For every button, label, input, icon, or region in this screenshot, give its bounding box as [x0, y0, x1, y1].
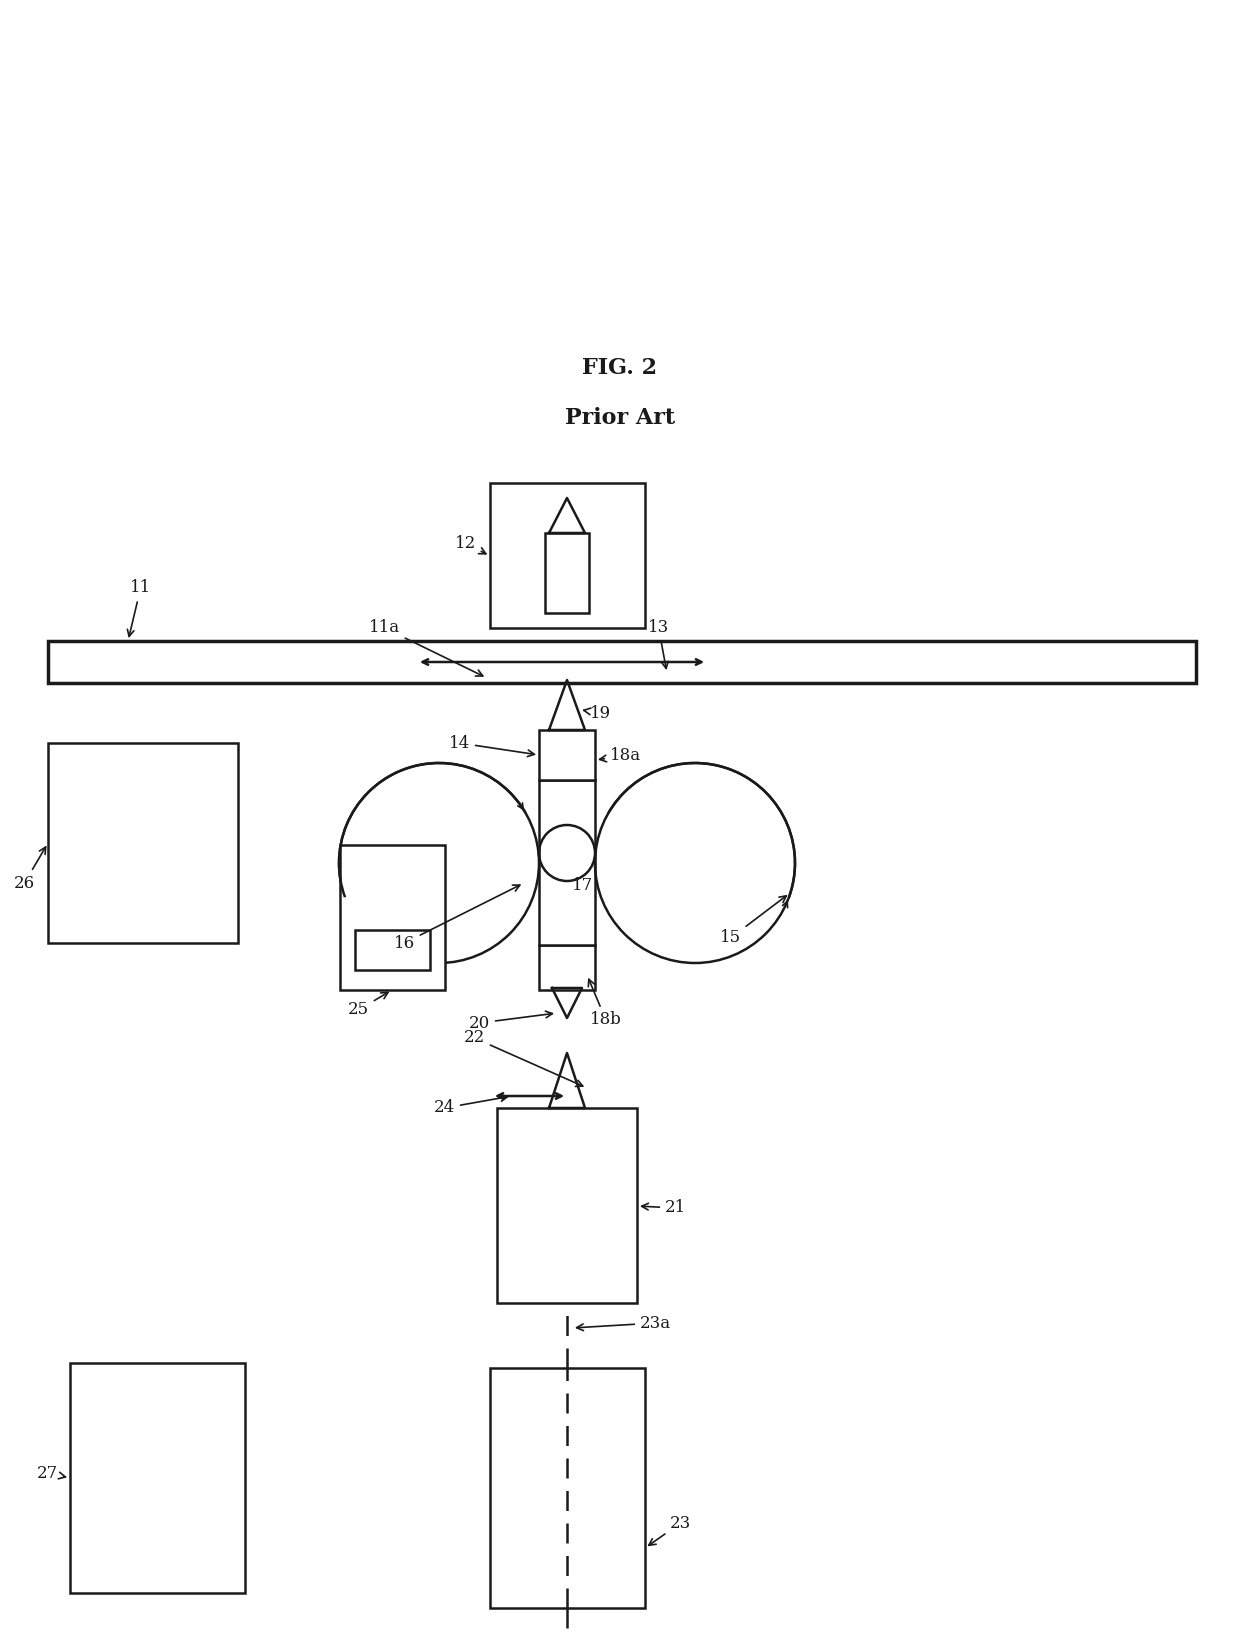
Text: 13: 13	[649, 619, 670, 668]
Text: 18a: 18a	[600, 747, 641, 765]
Text: 19: 19	[584, 704, 611, 721]
Bar	[340, 845, 445, 989]
Bar	[69, 1363, 246, 1594]
Text: FIG. 2: FIG. 2	[583, 357, 657, 378]
Bar	[490, 483, 645, 627]
Bar	[539, 780, 595, 945]
Text: 17: 17	[572, 876, 593, 893]
Text: 26: 26	[14, 847, 46, 891]
Text: 15: 15	[720, 896, 786, 947]
Bar	[355, 930, 430, 970]
Text: 27: 27	[37, 1464, 66, 1481]
Text: 22: 22	[464, 1030, 583, 1086]
Text: 11a: 11a	[368, 619, 482, 676]
Bar	[490, 1368, 645, 1609]
Text: 23a: 23a	[577, 1315, 671, 1332]
Text: 16: 16	[394, 885, 520, 952]
Bar	[48, 640, 1197, 683]
Bar	[546, 532, 589, 613]
Text: 14: 14	[449, 734, 534, 757]
Text: 11: 11	[128, 580, 151, 637]
Text: 24: 24	[434, 1094, 507, 1117]
Text: 12: 12	[455, 534, 486, 554]
Text: 23: 23	[649, 1515, 691, 1545]
Text: 21: 21	[641, 1199, 686, 1217]
Text: Prior Art: Prior Art	[565, 406, 675, 429]
Bar	[539, 945, 595, 989]
Bar	[48, 744, 238, 943]
Text: 18b: 18b	[588, 980, 622, 1029]
Bar	[539, 731, 595, 780]
Bar	[497, 1107, 637, 1302]
Text: 25: 25	[348, 993, 388, 1019]
Text: 20: 20	[469, 1011, 552, 1032]
